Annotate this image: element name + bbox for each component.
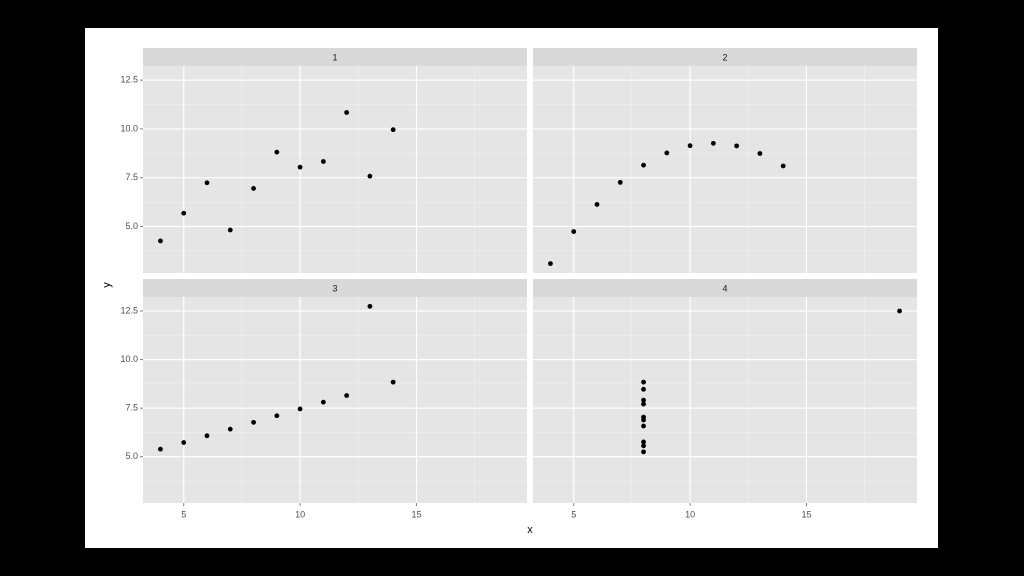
panel <box>533 66 917 273</box>
x-tick-label: 10 <box>685 509 695 519</box>
point <box>181 440 187 445</box>
point <box>227 426 233 432</box>
point <box>641 417 646 423</box>
point <box>641 162 646 168</box>
point <box>641 397 646 403</box>
x-tick-label: 5 <box>181 509 186 519</box>
y-tick-label: 7.5 <box>125 172 138 182</box>
y-tick-label: 5.0 <box>125 221 138 231</box>
point <box>181 210 187 216</box>
x-tick-label: 15 <box>801 509 811 519</box>
point <box>320 399 326 405</box>
point <box>227 227 233 233</box>
y-tick-label: 5.0 <box>125 451 138 461</box>
point <box>710 140 716 146</box>
point <box>687 143 693 149</box>
point <box>571 229 577 234</box>
strip-label: 3 <box>332 283 337 293</box>
point <box>641 401 646 407</box>
point <box>734 143 740 149</box>
point <box>641 386 646 392</box>
point <box>641 423 646 429</box>
panel <box>143 297 527 503</box>
point <box>641 439 646 445</box>
point <box>780 163 786 169</box>
point <box>204 433 210 439</box>
point <box>390 127 396 133</box>
point <box>344 393 350 398</box>
y-tick-label: 10.0 <box>120 354 138 364</box>
strip <box>533 279 917 297</box>
point <box>274 149 280 155</box>
y-tick-label: 10.0 <box>120 123 138 133</box>
point <box>390 379 396 385</box>
strip <box>143 48 527 66</box>
x-axis-label: x <box>527 524 533 536</box>
point <box>641 449 646 455</box>
strip-label: 2 <box>722 52 727 62</box>
point <box>367 303 373 309</box>
point <box>204 180 210 186</box>
point <box>158 446 163 452</box>
y-tick-label: 7.5 <box>125 403 138 413</box>
point <box>297 164 303 170</box>
panel <box>143 66 527 273</box>
y-tick-label: 12.5 <box>120 305 138 315</box>
point <box>297 406 303 412</box>
strip <box>533 48 917 66</box>
point <box>594 202 600 207</box>
panel <box>533 297 917 503</box>
strip <box>143 279 527 297</box>
y-tick-label: 12.5 <box>120 74 138 84</box>
point <box>344 110 350 115</box>
point <box>251 186 256 191</box>
point <box>897 308 902 314</box>
strip-label: 4 <box>722 283 727 293</box>
point <box>641 443 646 449</box>
point <box>367 173 373 179</box>
point <box>274 413 280 419</box>
x-tick-label: 10 <box>295 509 305 519</box>
point <box>251 419 256 425</box>
point <box>320 159 326 164</box>
point <box>757 151 763 156</box>
strip-label: 1 <box>332 52 337 62</box>
point <box>641 379 646 385</box>
x-tick-label: 5 <box>571 509 576 519</box>
point <box>664 150 670 156</box>
x-tick-label: 15 <box>411 509 421 519</box>
point <box>548 261 553 266</box>
point <box>158 238 163 244</box>
y-axis-label: y <box>101 282 113 288</box>
point <box>617 179 623 185</box>
